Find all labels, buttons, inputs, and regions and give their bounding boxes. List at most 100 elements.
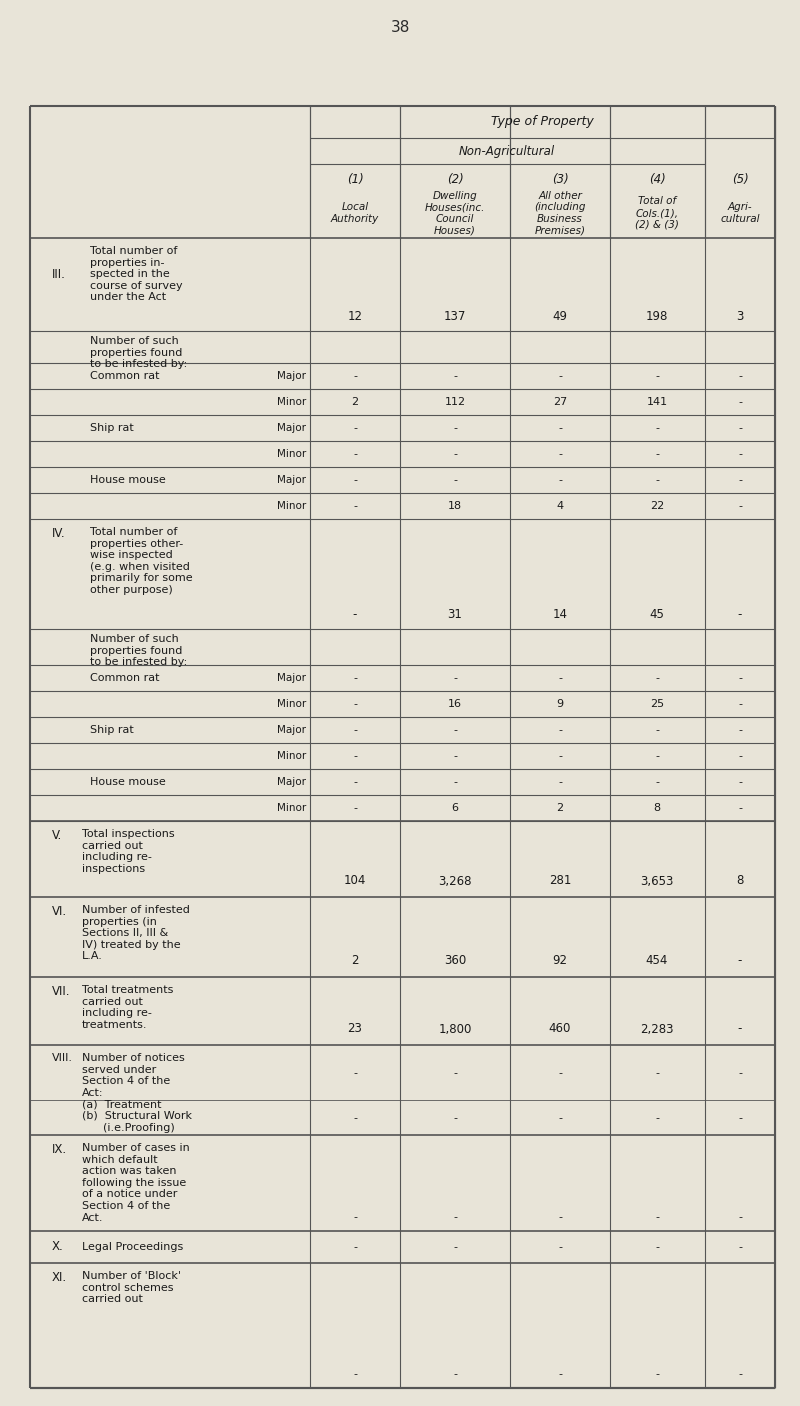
Text: VII.: VII.	[52, 986, 70, 998]
Text: 8: 8	[654, 803, 661, 813]
Text: -: -	[738, 371, 742, 381]
Text: -: -	[558, 1241, 562, 1251]
Text: -: -	[738, 449, 742, 458]
Text: -: -	[738, 1241, 742, 1251]
Text: -: -	[353, 1369, 357, 1379]
Text: 112: 112	[445, 396, 466, 406]
Text: -: -	[655, 1114, 659, 1123]
Text: -: -	[453, 449, 457, 458]
Text: -: -	[655, 449, 659, 458]
Text: -: -	[558, 371, 562, 381]
Text: -: -	[453, 1369, 457, 1379]
Text: Local
Authority: Local Authority	[331, 202, 379, 224]
Text: Number of such
properties found
to be infested by:: Number of such properties found to be in…	[90, 336, 187, 370]
Text: 137: 137	[444, 311, 466, 323]
Text: Number of notices
served under
Section 4 of the
Act:
(a)  Treatment
(b)  Structu: Number of notices served under Section 4…	[82, 1053, 192, 1133]
Text: 104: 104	[344, 875, 366, 887]
Text: -: -	[738, 423, 742, 433]
Text: 16: 16	[448, 699, 462, 709]
Text: -: -	[353, 1241, 357, 1251]
Text: House mouse: House mouse	[90, 778, 166, 787]
Text: III.: III.	[52, 269, 66, 281]
Text: House mouse: House mouse	[90, 475, 166, 485]
Text: -: -	[558, 449, 562, 458]
Text: Major: Major	[277, 778, 306, 787]
Text: -: -	[655, 751, 659, 761]
Text: -: -	[738, 609, 742, 621]
Text: 360: 360	[444, 955, 466, 967]
Text: Total of
Cols.(1),
(2) & (3): Total of Cols.(1), (2) & (3)	[635, 197, 679, 229]
Text: Major: Major	[277, 725, 306, 735]
Text: 3,653: 3,653	[640, 875, 674, 887]
Text: (4): (4)	[649, 173, 666, 186]
Text: -: -	[655, 778, 659, 787]
Text: Agri-
cultural: Agri- cultural	[720, 202, 760, 224]
Text: Number of cases in
which default
action was taken
following the issue
of a notic: Number of cases in which default action …	[82, 1143, 190, 1223]
Text: -: -	[558, 673, 562, 683]
Text: -: -	[453, 423, 457, 433]
Text: Ship rat: Ship rat	[90, 423, 134, 433]
Text: -: -	[353, 449, 357, 458]
Text: -: -	[738, 803, 742, 813]
Text: 49: 49	[553, 311, 567, 323]
Text: Minor: Minor	[277, 396, 306, 406]
Text: 281: 281	[549, 875, 571, 887]
Text: Major: Major	[277, 371, 306, 381]
Text: -: -	[655, 475, 659, 485]
Text: 141: 141	[646, 396, 667, 406]
Text: Major: Major	[277, 475, 306, 485]
Text: Number of 'Block'
control schemes
carried out: Number of 'Block' control schemes carrie…	[82, 1271, 181, 1305]
Text: V.: V.	[52, 830, 62, 842]
Text: -: -	[558, 1369, 562, 1379]
Text: Non-Agricultural: Non-Agricultural	[459, 145, 555, 157]
Text: Number of infested
properties (in
Sections II, III &
IV) treated by the
L.A.: Number of infested properties (in Sectio…	[82, 905, 190, 962]
Text: 23: 23	[347, 1022, 362, 1035]
Text: -: -	[453, 1241, 457, 1251]
Text: -: -	[453, 725, 457, 735]
Text: 45: 45	[650, 609, 665, 621]
Text: Minor: Minor	[277, 449, 306, 458]
Text: -: -	[453, 475, 457, 485]
Text: -: -	[738, 673, 742, 683]
Text: -: -	[453, 371, 457, 381]
Text: -: -	[558, 1114, 562, 1123]
Text: -: -	[655, 1241, 659, 1251]
Text: -: -	[453, 1114, 457, 1123]
Text: (1): (1)	[346, 173, 363, 186]
Text: -: -	[353, 475, 357, 485]
Text: -: -	[353, 609, 357, 621]
Text: -: -	[558, 1212, 562, 1222]
Text: -: -	[453, 1212, 457, 1222]
Text: Ship rat: Ship rat	[90, 725, 134, 735]
Text: Legal Proceedings: Legal Proceedings	[82, 1241, 183, 1251]
Text: 198: 198	[646, 311, 668, 323]
Text: 6: 6	[451, 803, 458, 813]
Text: -: -	[453, 778, 457, 787]
Text: -: -	[738, 396, 742, 406]
Text: Major: Major	[277, 673, 306, 683]
Text: Major: Major	[277, 423, 306, 433]
Text: -: -	[353, 501, 357, 510]
Text: -: -	[738, 1069, 742, 1078]
Text: -: -	[453, 1069, 457, 1078]
Text: -: -	[655, 1212, 659, 1222]
Text: -: -	[558, 725, 562, 735]
Text: 3,268: 3,268	[438, 875, 472, 887]
Text: -: -	[738, 1022, 742, 1035]
Text: IV.: IV.	[52, 527, 66, 540]
Text: -: -	[738, 955, 742, 967]
Text: -: -	[353, 751, 357, 761]
Text: Dwelling
Houses(inc.
Council
Houses): Dwelling Houses(inc. Council Houses)	[425, 191, 485, 235]
Text: -: -	[558, 778, 562, 787]
Text: -: -	[738, 778, 742, 787]
Text: -: -	[353, 778, 357, 787]
Text: 460: 460	[549, 1022, 571, 1035]
Text: 22: 22	[650, 501, 664, 510]
Text: -: -	[655, 1069, 659, 1078]
Text: -: -	[738, 475, 742, 485]
Text: Minor: Minor	[277, 751, 306, 761]
Text: 27: 27	[553, 396, 567, 406]
Text: Number of such
properties found
to be infested by:: Number of such properties found to be in…	[90, 634, 187, 668]
Text: 92: 92	[553, 955, 567, 967]
Text: Common rat: Common rat	[90, 371, 159, 381]
